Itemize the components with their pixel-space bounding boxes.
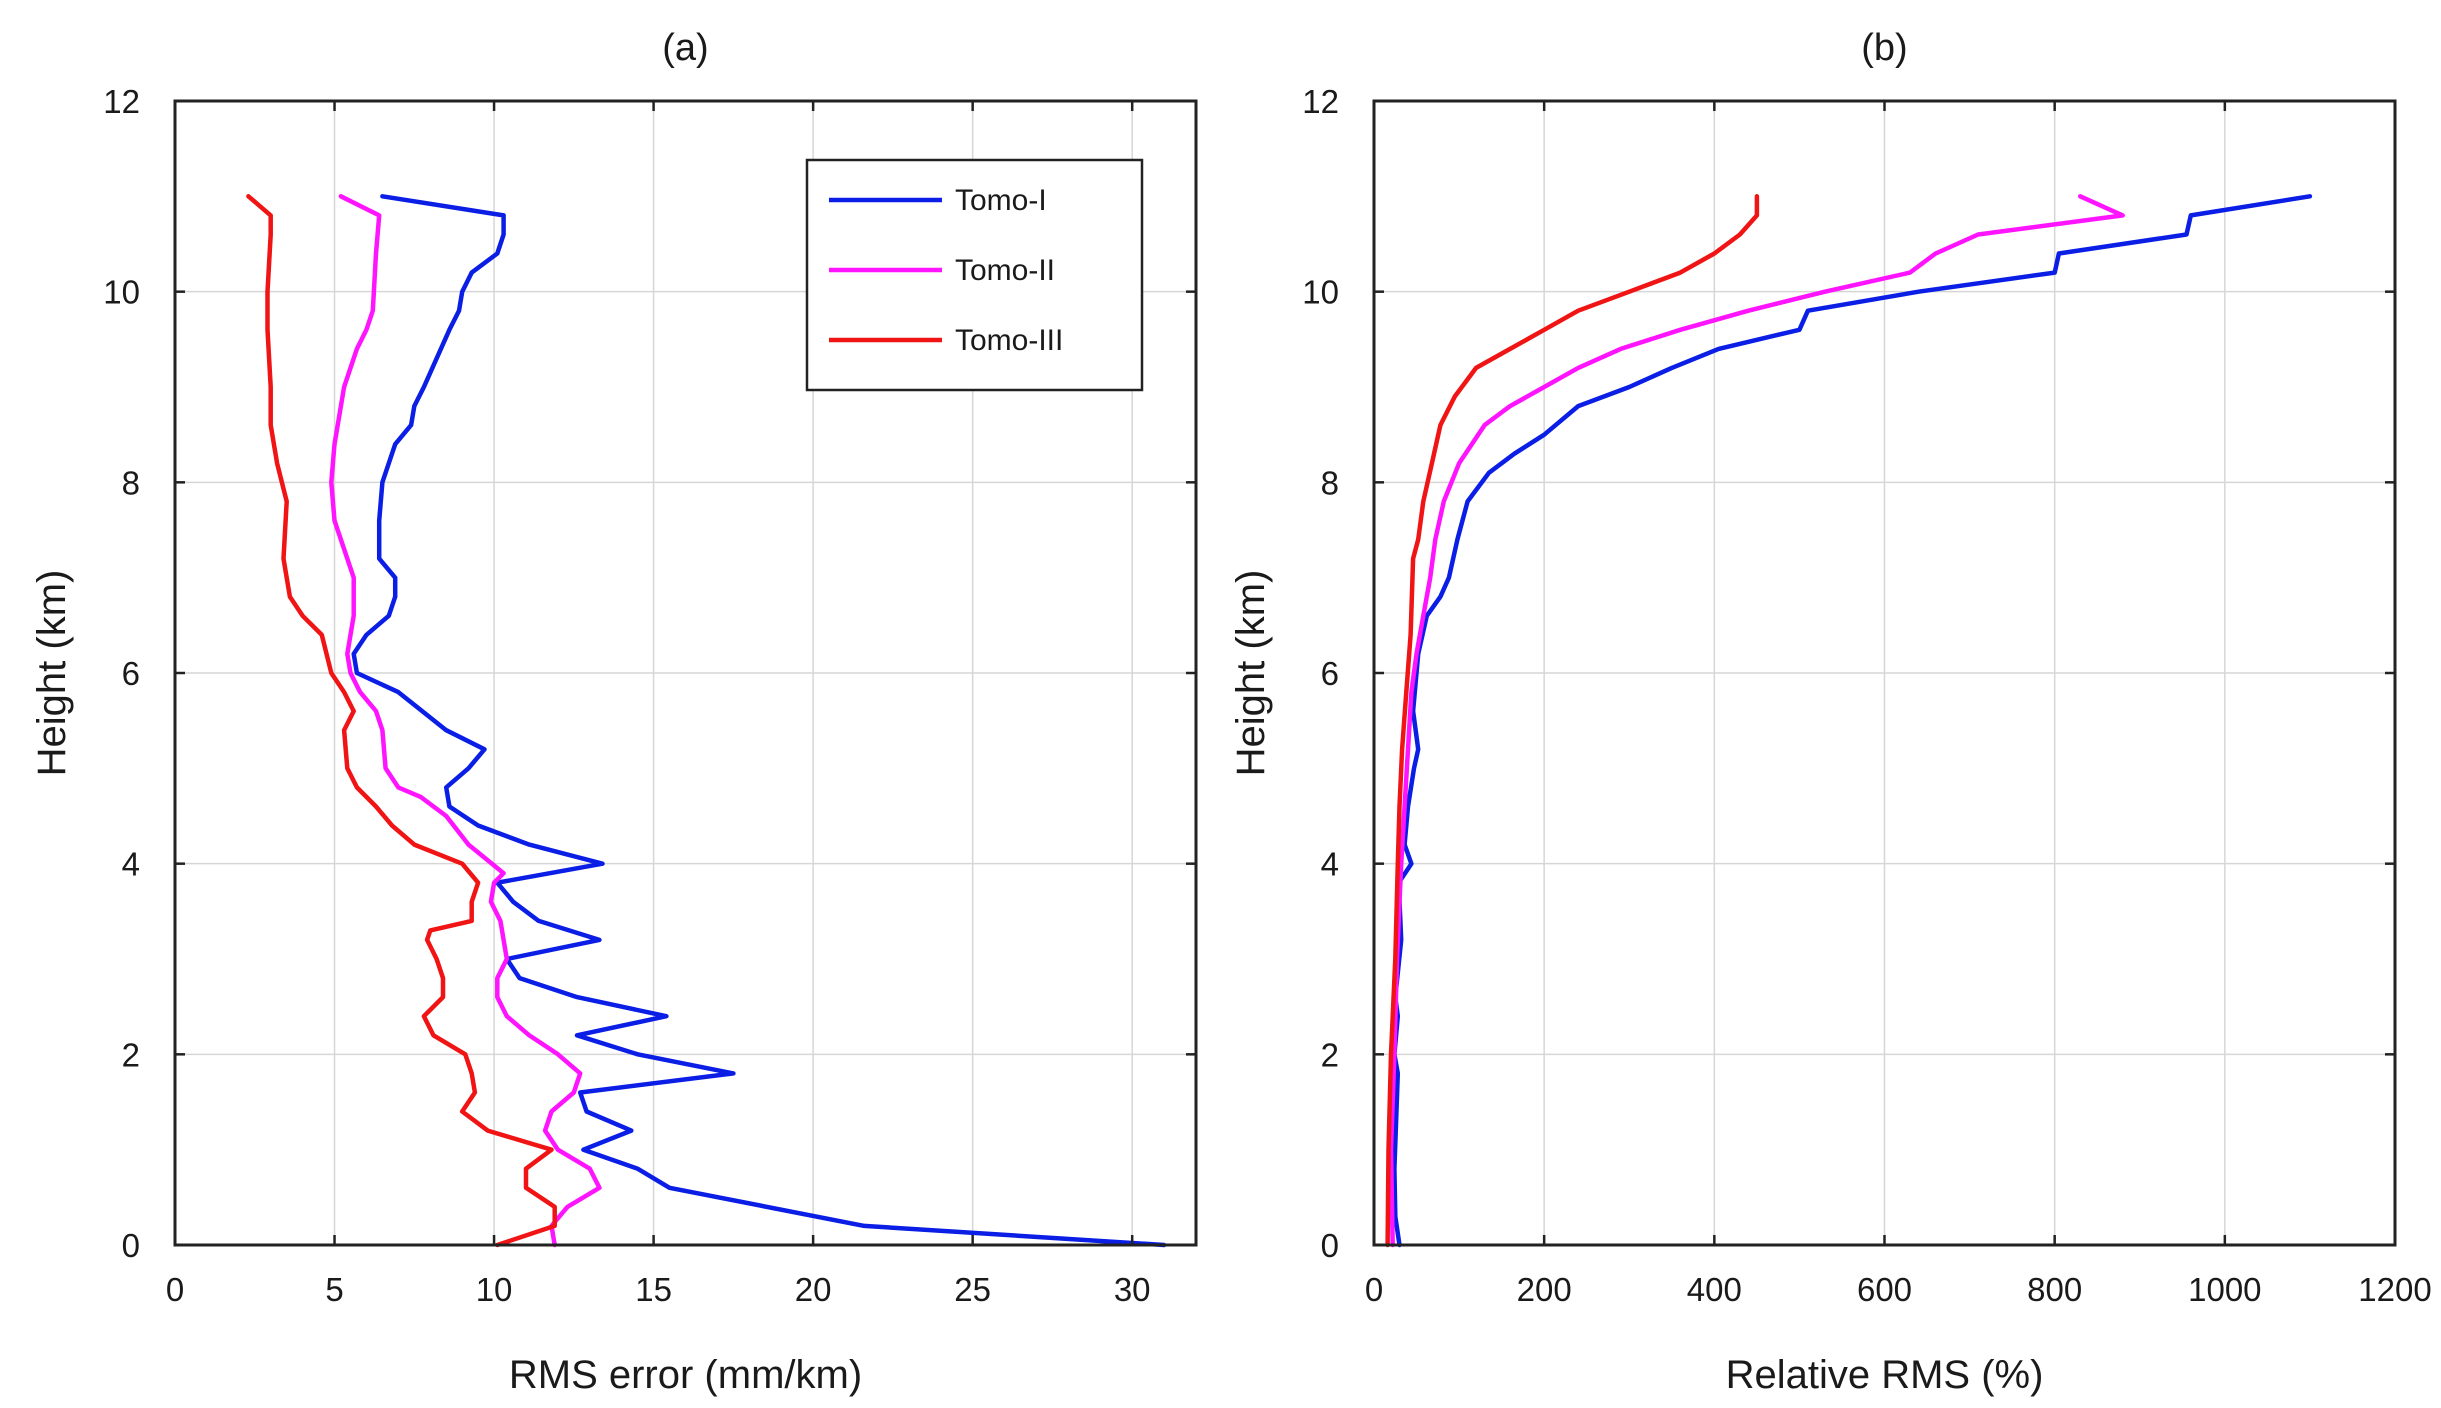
panel-b-x-tick-label-200: 200 [1517,1271,1572,1308]
panel-b-x-tick-label-600: 600 [1857,1271,1912,1308]
panel-a-x-tick-label-20: 20 [795,1271,832,1308]
legend: Tomo-I Tomo-II Tomo-III [805,158,1144,392]
panel-a-x-tick-label-15: 15 [635,1271,672,1308]
panel-a-y-tick-label-4: 4 [122,846,140,883]
panel-a-series-tomo-ii [329,194,602,1248]
panel-a-y-tick-label-6: 6 [122,655,140,692]
panel-a-x-tick-label-25: 25 [954,1271,991,1308]
panel-b-y-tick-label-8: 8 [1321,464,1339,501]
panel-b-y-tick-label-4: 4 [1321,846,1339,883]
panel-b-series-tomo-iii [1385,194,1760,1248]
panel-a-x-tick-label-30: 30 [1114,1271,1151,1308]
panel-b-y-tick-label-6: 6 [1321,655,1339,692]
panel-b-x-tick-label-1200: 1200 [2358,1271,2431,1308]
panel-a-x-tick-label-10: 10 [476,1271,513,1308]
panel-a-x-axis-label: RMS error (mm/km) [509,1353,862,1397]
legend-box [805,158,1144,392]
panel-a-y-tick-label-10: 10 [103,274,140,311]
panel-b-y-tick-label-2: 2 [1321,1036,1339,1073]
panel-a: 0 5 10 15 20 25 30 0 2 4 6 8 10 12 (a) RMS error (mm/… [30,27,1198,1397]
legend-label-tomo-i: Tomo-I [955,184,1047,217]
legend-label-tomo-iii: Tomo-III [955,324,1063,357]
panel-b-x-tick-label-800: 800 [2027,1271,2082,1308]
panel-b-x-tick-label-400: 400 [1687,1271,1742,1308]
panel-b-series-tomo-ii [1388,194,2125,1248]
legend-label-tomo-ii: Tomo-II [955,254,1055,287]
panel-b-series-tomo-i [1392,194,2313,1248]
panel-a-title: (a) [662,27,708,69]
panel-b: 0 200 400 600 800 1000 1200 0 2 4 6 8 10 12 (b) Relat… [1229,27,2432,1397]
panel-b-x-axis-label: Relative RMS (%) [1726,1353,2044,1397]
panel-b-x-tick-label-0: 0 [1365,1271,1383,1308]
panel-a-series-tomo-iii [246,194,557,1248]
panel-a-y-tick-label-2: 2 [122,1036,140,1073]
panel-a-x-tick-label-0: 0 [166,1271,184,1308]
panel-b-y-axis-label: Height (km) [1229,570,1273,777]
panel-b-title: (b) [1861,27,1907,69]
panel-b-y-tick-label-12: 12 [1302,83,1339,120]
panel-a-series-tomo-i [351,194,1167,1248]
panel-a-y-axis-label: Height (km) [30,570,74,777]
panel-b-y-tick-label-0: 0 [1321,1227,1339,1264]
panel-a-y-tick-label-12: 12 [103,83,140,120]
panel-a-y-tick-label-0: 0 [122,1227,140,1264]
panel-b-y-tick-label-10: 10 [1302,274,1339,311]
panel-a-y-tick-label-8: 8 [122,464,140,501]
panel-b-x-tick-label-1000: 1000 [2188,1271,2261,1308]
panel-a-x-tick-label-5: 5 [325,1271,343,1308]
